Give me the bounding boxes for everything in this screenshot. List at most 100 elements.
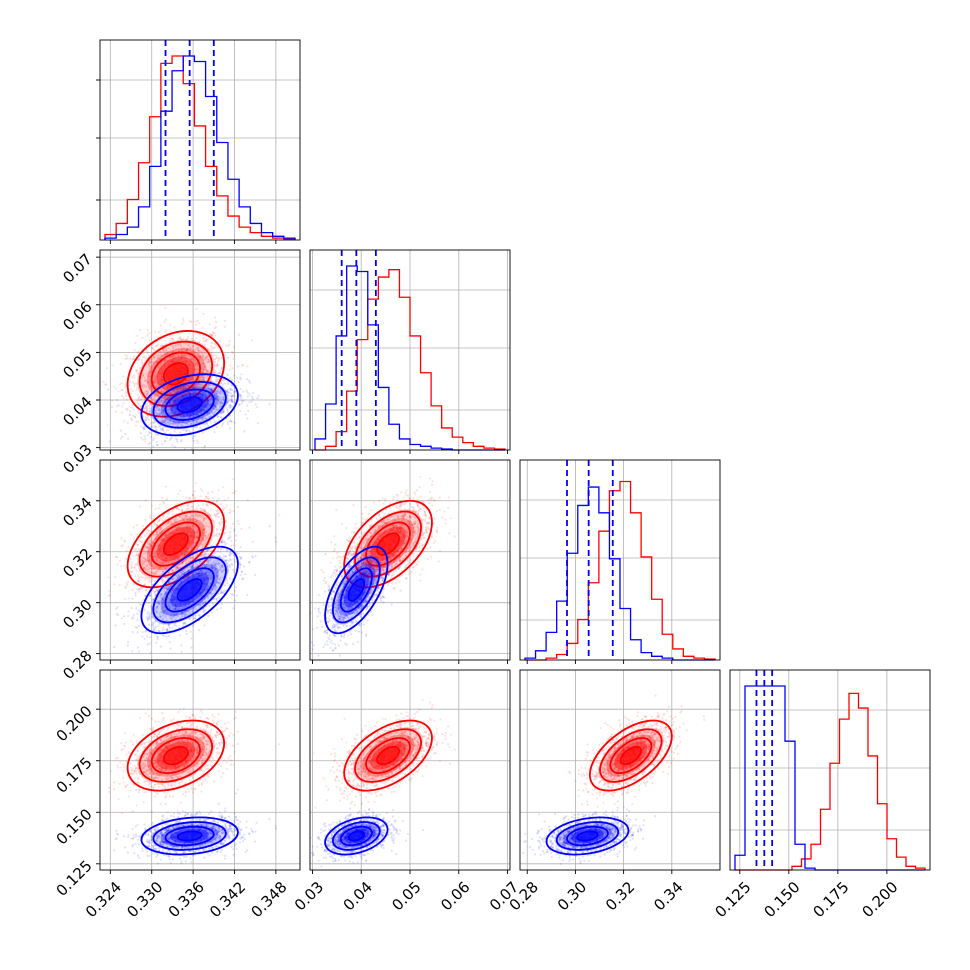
sample-point [154,411,157,414]
sample-point [171,361,175,364]
sample-point [221,383,224,387]
sample-point [238,393,241,396]
sample-point [173,407,177,410]
sample-point [158,371,162,374]
sample-point [153,379,156,382]
sample-point [171,626,174,629]
sample-point [196,346,199,350]
sample-point [136,579,139,582]
sample-point [162,349,165,353]
sample-point [212,371,216,374]
sample-point [155,428,158,431]
sample-point [154,394,157,398]
sample-point [204,416,207,419]
sample-point [205,417,208,421]
sample-point [202,375,205,378]
sample-point [202,532,205,535]
sample-point [230,420,233,423]
sample-point [216,532,219,535]
sample-point [189,616,192,619]
sample-point [196,532,199,535]
sample-point [221,378,224,382]
sample-point [202,359,206,362]
sample-point [172,405,175,409]
sample-point [189,414,192,417]
sample-point [138,588,141,591]
sample-point [163,587,166,590]
sample-point [157,411,160,415]
sample-point [226,409,229,412]
sample-point [219,412,222,415]
sample-point [168,511,171,514]
sample-point [148,361,151,365]
sample-point [199,417,202,420]
sample-point [219,550,222,553]
sample-point [147,569,150,572]
sample-point [204,423,207,426]
sample-point [169,355,172,358]
sample-point [156,521,160,524]
sample-point [198,514,201,517]
sample-point [203,591,206,594]
sample-point [177,421,180,424]
sample-point [200,543,203,546]
sample-point [213,403,216,407]
sample-point [139,535,143,539]
sample-point [198,384,201,387]
sample-point [179,342,182,346]
sample-point [216,372,220,375]
sample-point [201,406,204,409]
sample-point [232,357,235,361]
sample-point [177,355,180,358]
sample-point [156,559,159,563]
sample-point [192,413,196,416]
sample-point [213,358,216,361]
sample-point [164,533,167,537]
sample-point [158,560,162,564]
sample-point [205,403,208,406]
sample-point [178,566,181,569]
sample-point [146,617,149,620]
sample-point [188,332,191,335]
sample-point [145,563,149,566]
sample-point [161,618,164,622]
sample-point [164,399,167,402]
sample-point [173,518,176,521]
sample-point [209,559,212,562]
sample-point [214,589,218,592]
sample-point [197,349,200,352]
sample-point [107,576,110,579]
sample-point [154,571,157,575]
sample-point [173,556,176,559]
sample-point [190,567,193,570]
sample-point [116,404,119,408]
sample-point [163,362,166,366]
sample-point [229,388,233,391]
sample-point [204,364,207,367]
sample-point [151,347,154,350]
sample-point [203,404,207,407]
sample-point [182,554,185,557]
sample-point [201,530,205,533]
sample-point [193,498,196,501]
sample-point [157,370,160,374]
sample-point [149,410,152,413]
sample-point [240,373,243,376]
sample-point [146,390,149,393]
sample-point [155,531,158,534]
sample-point [169,559,172,562]
sample-point [144,576,147,579]
sample-point [192,348,195,351]
sample-point [155,523,159,527]
sample-point [226,390,229,393]
sample-point [209,514,212,517]
sample-point [148,558,151,562]
sample-point [231,593,234,597]
sample-point [176,507,179,511]
sample-point [189,358,192,361]
sample-point [162,611,165,615]
sample-point [168,422,171,425]
sample-point [136,549,139,553]
sample-point [197,418,200,421]
sample-point [145,559,148,562]
